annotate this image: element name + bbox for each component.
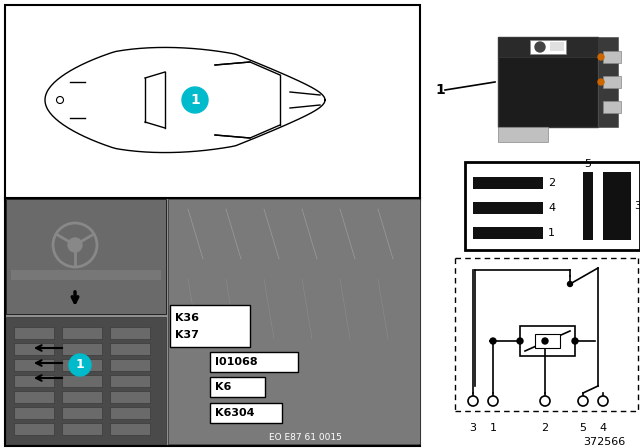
Bar xyxy=(5,198,420,446)
Bar xyxy=(498,37,598,57)
Bar xyxy=(14,343,54,355)
Circle shape xyxy=(69,354,91,376)
Bar xyxy=(110,423,150,435)
Circle shape xyxy=(468,396,478,406)
Text: 3: 3 xyxy=(634,201,640,211)
Bar xyxy=(603,76,621,88)
Circle shape xyxy=(542,338,548,344)
Bar xyxy=(473,202,543,214)
Circle shape xyxy=(578,396,588,406)
Bar xyxy=(550,42,564,51)
Text: 1: 1 xyxy=(548,228,555,238)
Bar xyxy=(14,423,54,435)
Bar xyxy=(110,359,150,371)
Bar xyxy=(62,407,102,419)
Text: 3: 3 xyxy=(470,423,477,433)
Bar xyxy=(14,359,54,371)
Bar xyxy=(62,391,102,403)
Bar xyxy=(62,423,102,435)
Bar xyxy=(11,270,161,280)
Bar xyxy=(110,375,150,387)
Bar xyxy=(170,305,250,347)
Circle shape xyxy=(535,42,545,52)
Circle shape xyxy=(488,396,498,406)
Text: 1: 1 xyxy=(190,93,200,107)
Bar xyxy=(603,51,621,63)
Bar xyxy=(210,352,298,372)
Bar xyxy=(14,375,54,387)
Bar xyxy=(598,37,618,127)
Bar xyxy=(498,37,598,127)
Circle shape xyxy=(517,338,523,344)
Circle shape xyxy=(598,396,608,406)
Bar xyxy=(62,375,102,387)
Bar xyxy=(14,327,54,339)
Bar xyxy=(535,334,560,348)
Text: 2: 2 xyxy=(541,423,548,433)
Bar xyxy=(5,5,420,200)
Text: 1: 1 xyxy=(490,423,497,433)
Bar xyxy=(473,227,543,239)
Text: 1: 1 xyxy=(76,358,84,371)
Bar xyxy=(110,327,150,339)
Circle shape xyxy=(490,338,496,344)
Bar xyxy=(14,407,54,419)
Bar xyxy=(6,199,166,314)
Text: I01068: I01068 xyxy=(215,357,258,367)
Bar xyxy=(603,172,631,240)
Circle shape xyxy=(572,338,578,344)
Text: K37: K37 xyxy=(175,330,199,340)
Bar xyxy=(110,343,150,355)
Bar xyxy=(530,40,566,54)
Text: 5: 5 xyxy=(584,159,591,169)
Circle shape xyxy=(568,281,573,287)
Text: 4: 4 xyxy=(600,423,607,433)
Bar xyxy=(110,407,150,419)
Bar xyxy=(62,327,102,339)
Circle shape xyxy=(540,396,550,406)
Text: 1: 1 xyxy=(435,83,445,97)
Bar xyxy=(520,326,575,356)
Circle shape xyxy=(598,79,604,85)
Text: 5: 5 xyxy=(579,423,586,433)
Bar xyxy=(210,403,282,423)
Circle shape xyxy=(598,54,604,60)
Bar xyxy=(210,377,265,397)
Bar xyxy=(465,162,640,250)
Bar xyxy=(603,101,621,113)
Text: 372566: 372566 xyxy=(583,437,625,447)
Bar xyxy=(168,199,420,444)
Bar xyxy=(583,172,593,240)
Bar xyxy=(62,359,102,371)
Bar xyxy=(473,177,543,189)
Text: 2: 2 xyxy=(548,178,555,188)
Text: K36: K36 xyxy=(175,313,199,323)
Bar xyxy=(110,391,150,403)
Text: K6304: K6304 xyxy=(215,408,255,418)
Text: 4: 4 xyxy=(548,203,555,213)
Text: K6: K6 xyxy=(215,382,232,392)
Bar xyxy=(6,317,166,444)
Bar xyxy=(62,343,102,355)
Circle shape xyxy=(68,238,82,252)
Bar xyxy=(14,391,54,403)
Circle shape xyxy=(182,87,208,113)
Bar xyxy=(498,127,548,142)
Text: EO E87 61 0015: EO E87 61 0015 xyxy=(269,434,341,443)
